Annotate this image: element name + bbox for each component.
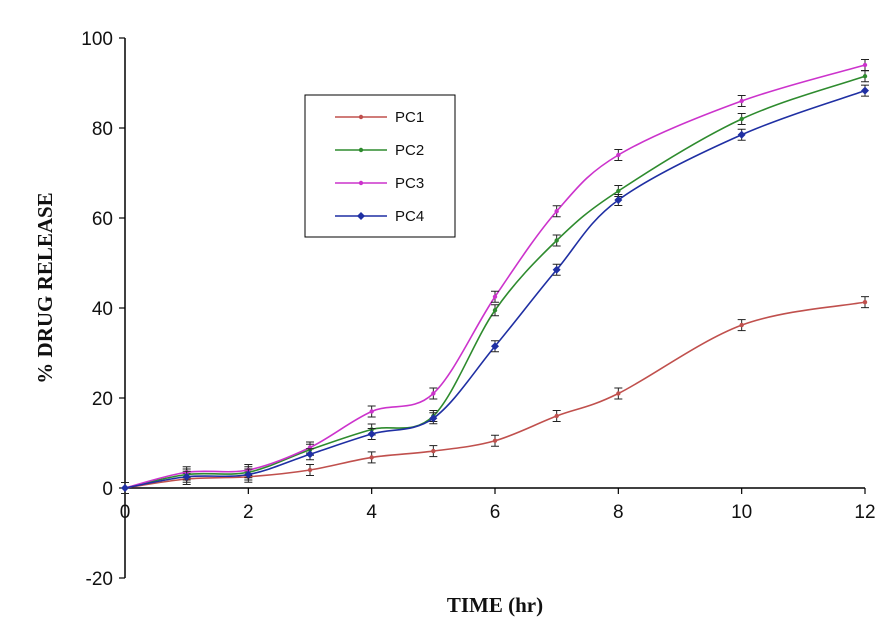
data-point-pc3 xyxy=(862,62,868,68)
data-point-pc3 xyxy=(554,209,559,214)
data-point-pc4 xyxy=(121,484,129,492)
y-tick-label: 80 xyxy=(92,119,113,140)
x-tick-label: 4 xyxy=(366,502,377,523)
data-point-pc4 xyxy=(614,196,623,204)
x-tick-label: 0 xyxy=(120,502,131,523)
legend-label-pc3: PC3 xyxy=(395,175,424,192)
series-line-pc1 xyxy=(124,301,866,489)
x-tick-label: 8 xyxy=(613,502,624,523)
data-point-pc3 xyxy=(616,152,621,158)
y-tick-label: 0 xyxy=(102,479,113,500)
data-point-pc1 xyxy=(307,467,313,473)
data-point-pc4 xyxy=(306,450,314,459)
x-axis-title: TIME (hr) xyxy=(447,593,543,617)
data-point-pc1 xyxy=(431,448,436,454)
data-point-pc1 xyxy=(739,322,744,328)
x-tick-label: 2 xyxy=(243,502,254,523)
legend-label-pc4: PC4 xyxy=(395,208,424,225)
legend-box xyxy=(304,94,456,238)
data-point-pc4 xyxy=(861,86,869,95)
data-point-pc2 xyxy=(862,74,868,79)
data-point-pc2 xyxy=(492,308,498,313)
x-tick-label: 6 xyxy=(490,502,501,523)
data-point-pc4 xyxy=(367,430,376,438)
plot-series xyxy=(121,59,869,494)
data-point-pc1 xyxy=(554,413,559,419)
x-axis: 0 2 4 6 8 10 12 xyxy=(120,487,876,523)
series-line-pc4 xyxy=(124,89,866,489)
x-tick-label: 10 xyxy=(731,502,752,523)
data-point-pc3 xyxy=(431,391,436,396)
data-point-pc2 xyxy=(616,188,621,194)
data-point-pc2 xyxy=(554,238,559,243)
y-tick-label: 40 xyxy=(92,299,113,320)
legend-marker-pc3 xyxy=(358,180,364,186)
data-point-pc1 xyxy=(862,299,868,305)
legend-marker-pc4 xyxy=(357,212,365,220)
data-point-pc4 xyxy=(737,130,746,139)
legend-label-pc1: PC1 xyxy=(395,109,424,126)
data-point-pc4 xyxy=(552,265,561,274)
data-point-pc1 xyxy=(492,438,498,443)
data-point-pc4 xyxy=(182,472,191,481)
data-point-pc4 xyxy=(491,342,499,351)
data-point-pc4 xyxy=(429,414,438,423)
y-tick-label: -20 xyxy=(86,569,113,590)
y-axis: -20 0 20 40 60 80 100 xyxy=(81,29,126,590)
data-point-pc2 xyxy=(739,116,744,122)
y-tick-label: 60 xyxy=(92,209,113,230)
legend-marker-pc2 xyxy=(358,147,364,153)
legend-label-pc2: PC2 xyxy=(395,142,424,159)
data-point-pc1 xyxy=(369,455,374,460)
data-point-pc3 xyxy=(739,98,744,104)
series-line-pc2 xyxy=(124,75,866,489)
series-line-pc3 xyxy=(124,64,866,489)
legend-marker-pc1 xyxy=(358,114,364,120)
data-point-pc1 xyxy=(616,391,621,396)
y-tick-label: 100 xyxy=(81,29,113,50)
y-axis-title: % DRUG RELEASE xyxy=(33,192,57,383)
data-point-pc4 xyxy=(244,470,253,479)
legend: PC1 PC2 PC3 PC4 xyxy=(304,94,456,238)
x-tick-label: 12 xyxy=(854,502,875,523)
data-point-pc3 xyxy=(492,294,498,299)
y-tick-label: 20 xyxy=(92,389,113,410)
data-point-pc3 xyxy=(369,409,374,414)
